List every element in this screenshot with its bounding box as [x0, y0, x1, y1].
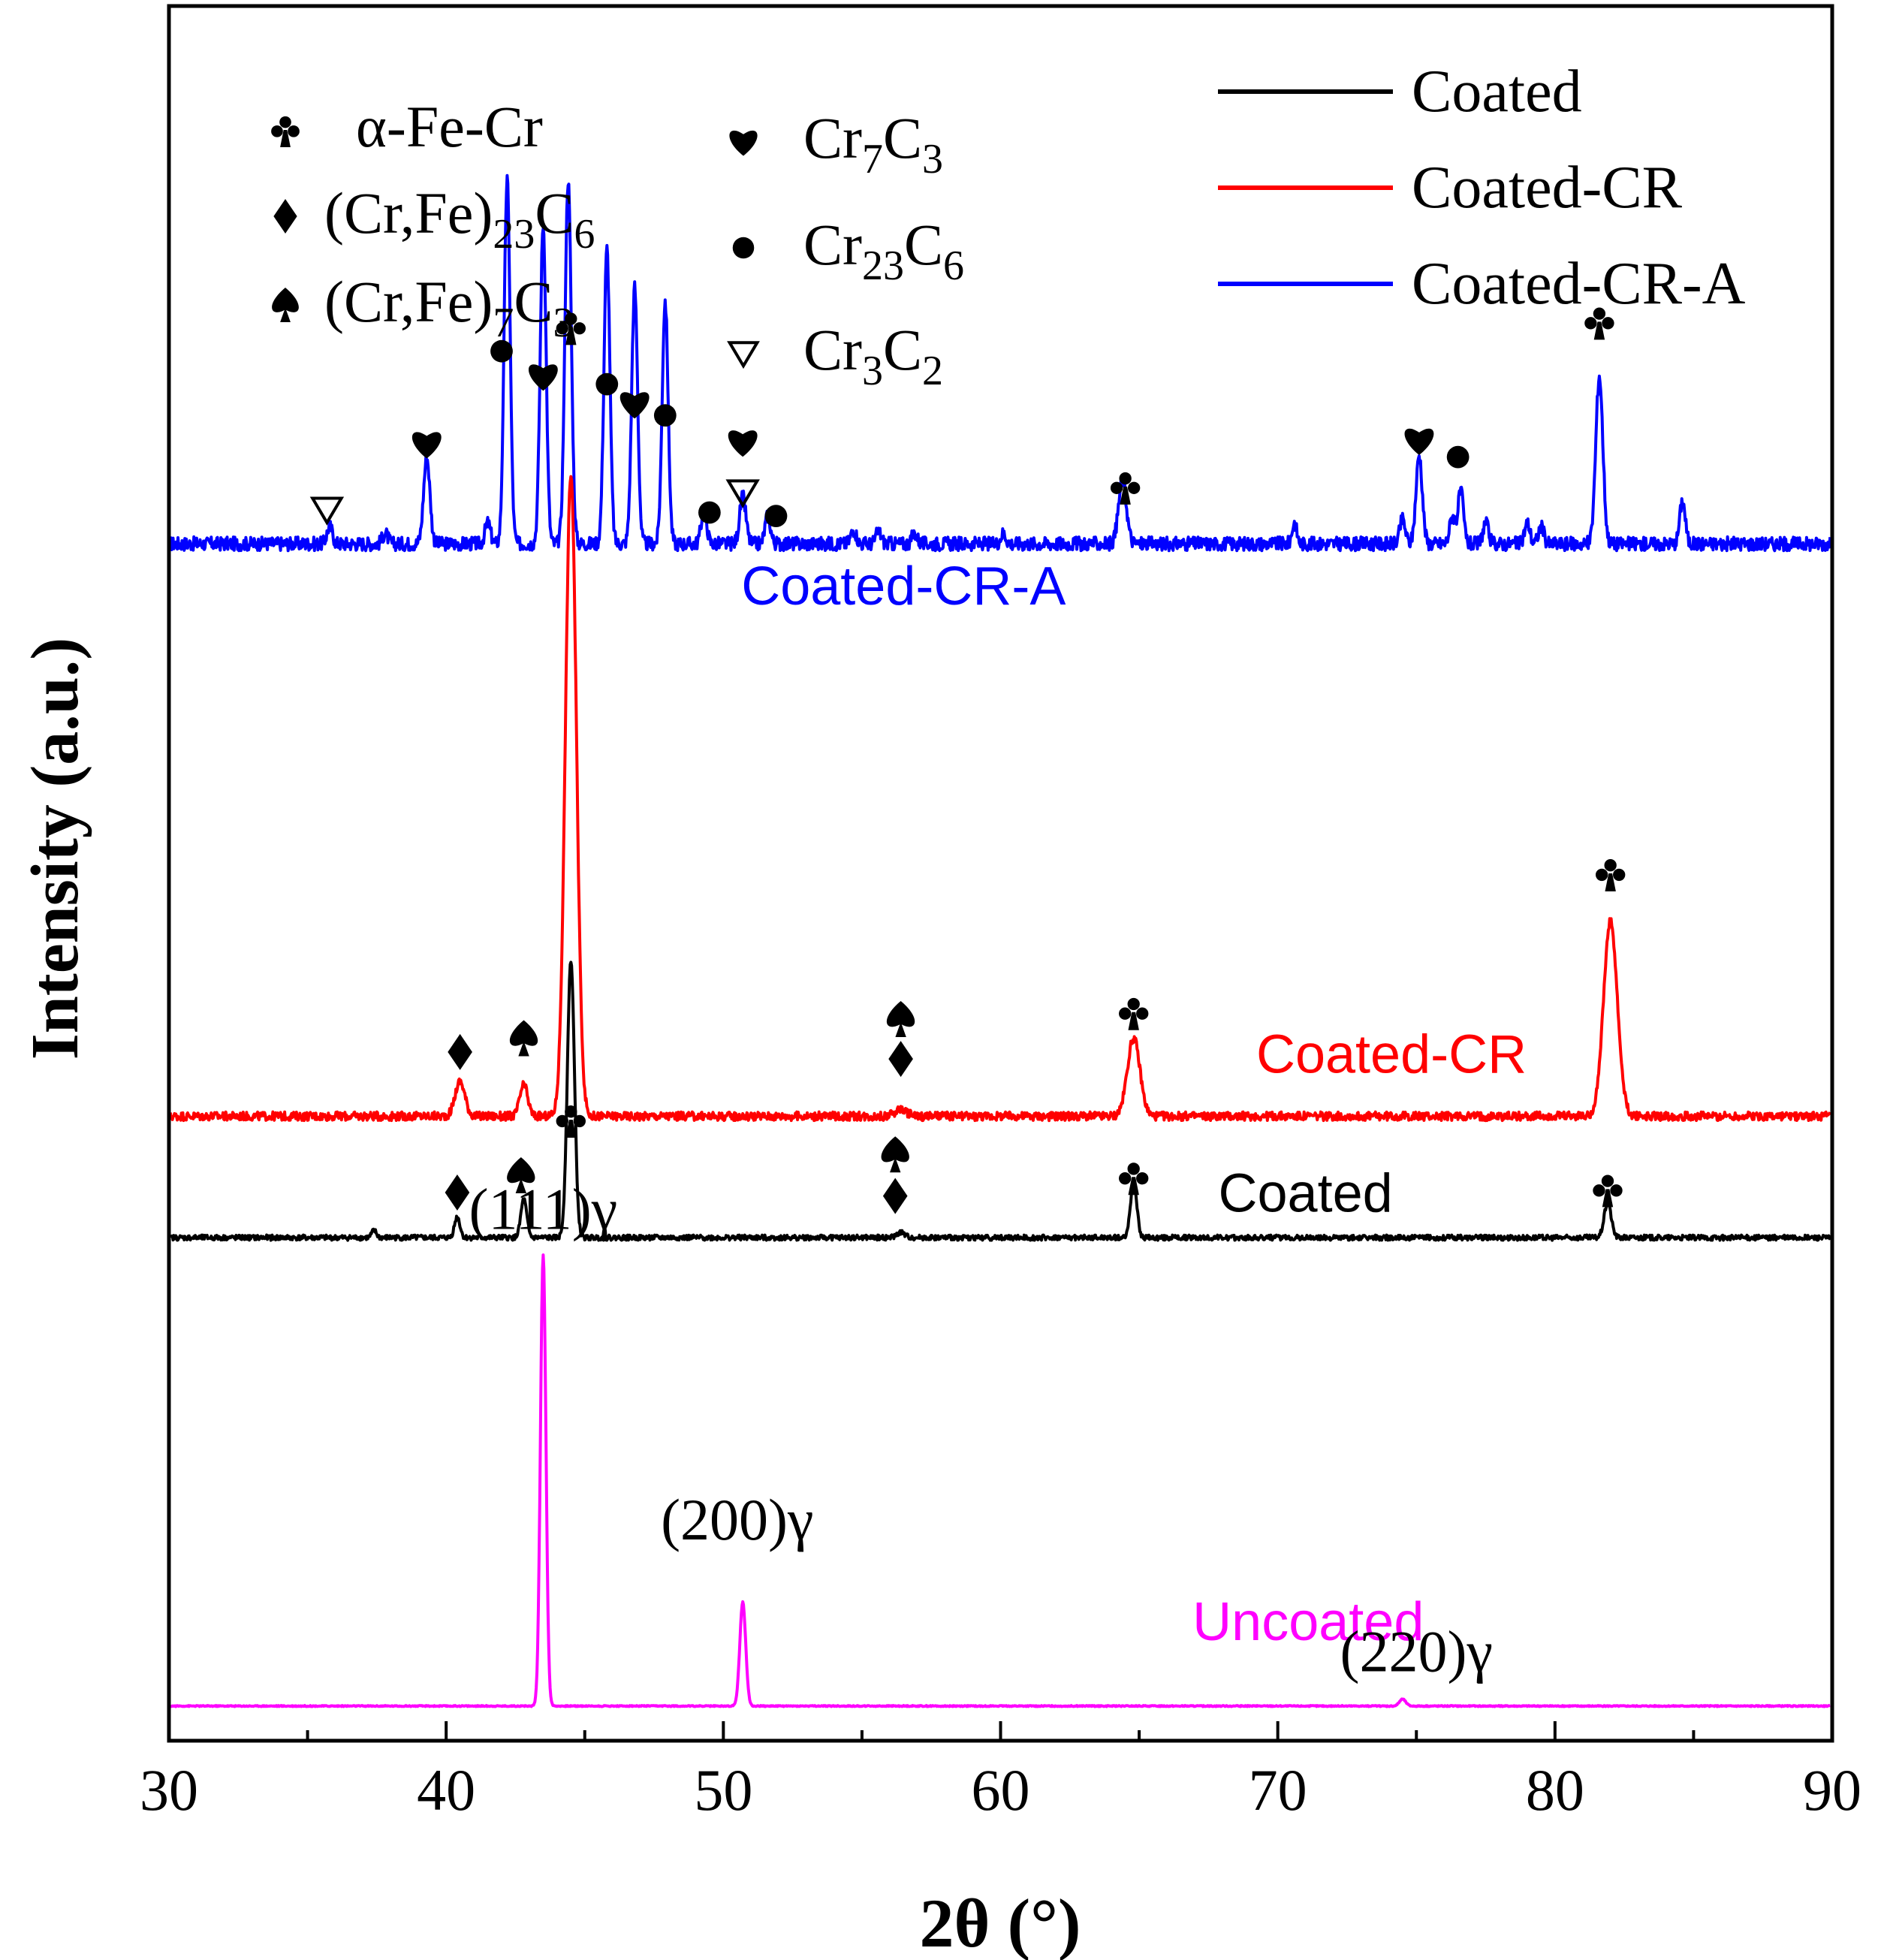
x-tick-label: 80	[1526, 1757, 1584, 1823]
phase-label: α-Fe-Cr	[356, 94, 543, 159]
axis-ticks: 30 40 50 60 70 80 90	[140, 1721, 1861, 1823]
peak-marker-club	[556, 312, 586, 345]
x-axis-label: 2θ (°)	[919, 1885, 1081, 1960]
peak-marker-diamond	[888, 1041, 913, 1078]
peak-marker-club	[1595, 859, 1626, 891]
peak-marker-dot	[764, 505, 788, 528]
series-line-coated_cr	[168, 475, 1832, 1123]
phase-symbol-heart	[729, 130, 758, 156]
peak-marker-heart	[728, 430, 758, 457]
peak-markers	[309, 307, 1626, 1214]
peak-marker-dot	[490, 339, 513, 363]
peak-marker-triangle	[309, 496, 345, 526]
peak-marker-club	[1593, 1174, 1623, 1208]
peak-marker-dot	[595, 372, 619, 396]
peak-marker-diamond	[445, 1174, 470, 1211]
x-tick-label: 70	[1249, 1757, 1307, 1823]
peak-marker-club	[1584, 307, 1614, 340]
phase-label: (Cr,Fe)7C3	[324, 269, 574, 346]
series-legend: Coated Coated-CR Coated-CR-A	[1218, 59, 1746, 317]
peak-marker-club	[556, 1105, 586, 1138]
legend-label-coated: Coated	[1412, 59, 1582, 125]
peak-marker-heart	[528, 364, 558, 391]
peak-marker-spade	[881, 1136, 909, 1173]
reflection-label: (111)γ	[469, 1177, 618, 1242]
series-line-coated_cr_a	[169, 173, 1832, 553]
curve-label-coated_cr: Coated-CR	[1256, 1025, 1527, 1085]
peak-marker-triangle	[725, 479, 760, 508]
peak-marker-spade	[886, 1001, 915, 1038]
phase-label: Cr23C6	[803, 212, 964, 289]
x-tick-label: 60	[972, 1757, 1030, 1823]
peak-marker-dot	[1446, 445, 1470, 469]
peak-marker-spade	[509, 1020, 538, 1057]
curve-label-coated: Coated	[1218, 1163, 1392, 1223]
peak-marker-club	[1119, 997, 1149, 1030]
peak-marker-club	[1110, 472, 1141, 505]
annotations: Coated-CR-A Coated-CR Coated Uncoated (111)γ…	[469, 556, 1527, 1684]
peak-marker-diamond	[882, 1178, 908, 1214]
x-tick-label: 30	[140, 1757, 198, 1823]
peak-marker-heart	[411, 432, 442, 459]
phase-symbol-club	[271, 116, 300, 147]
phase-label: Cr7C3	[803, 105, 943, 182]
peak-marker-dot	[653, 404, 677, 427]
phase-label: (Cr,Fe)23C6	[324, 180, 595, 258]
phase-symbol-spade	[272, 288, 299, 322]
phase-symbol-diamond	[273, 199, 297, 234]
phase-legend: α-Fe-Cr (Cr,Fe)23C6 (Cr,Fe)7C3 Cr7C3 Cr23C6 C…	[271, 94, 964, 394]
peak-marker-heart	[619, 392, 650, 419]
peak-marker-heart	[1404, 428, 1434, 455]
series-layer	[168, 173, 1832, 1708]
phase-symbol-triangle	[727, 341, 760, 369]
curve-label-coated_cr_a: Coated-CR-A	[741, 556, 1066, 617]
x-tick-label: 40	[417, 1757, 475, 1823]
legend-label-coated_cr_a: Coated-CR-A	[1412, 251, 1746, 317]
peak-marker-diamond	[448, 1033, 472, 1070]
reflection-label: (200)γ	[661, 1487, 813, 1552]
reflection-label: (220)γ	[1340, 1619, 1493, 1684]
peak-marker-spade	[507, 1156, 535, 1193]
peak-marker-club	[1119, 1162, 1149, 1196]
legend-label-coated_cr: Coated-CR	[1412, 155, 1683, 221]
series-line-uncoated	[169, 1253, 1831, 1708]
phase-label: Cr3C2	[803, 317, 943, 394]
phase-symbol-dot	[732, 237, 755, 259]
x-tick-label: 90	[1803, 1757, 1861, 1823]
curve-label-uncoated: Uncoated	[1192, 1592, 1424, 1652]
x-tick-label: 50	[694, 1757, 752, 1823]
peak-marker-dot	[698, 501, 721, 524]
y-axis-label: Intensity (a.u.)	[18, 638, 92, 1060]
series-line-coated	[169, 960, 1832, 1242]
